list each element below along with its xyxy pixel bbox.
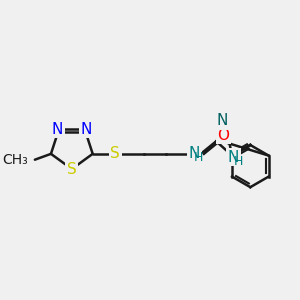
Text: N: N	[80, 122, 92, 137]
Text: S: S	[67, 161, 77, 176]
Text: N: N	[52, 122, 63, 137]
Text: H: H	[234, 155, 243, 169]
Text: S: S	[110, 146, 120, 161]
Text: N: N	[189, 146, 200, 161]
Text: N: N	[228, 149, 239, 164]
Text: N: N	[217, 113, 228, 128]
Text: O: O	[218, 128, 230, 143]
Text: H: H	[194, 151, 203, 164]
Text: CH₃: CH₃	[3, 153, 28, 167]
